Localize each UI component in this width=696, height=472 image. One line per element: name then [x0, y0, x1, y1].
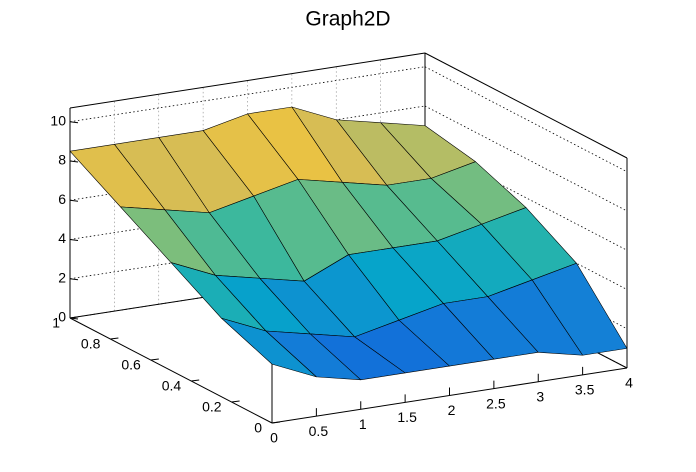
- y-tick: [110, 337, 119, 340]
- x-tick-label: 2: [448, 402, 456, 418]
- x-tick-label: 0.5: [309, 423, 329, 439]
- x-tick-label: 4: [625, 375, 633, 391]
- box-edge: [424, 52, 628, 159]
- y-tick-label: 0.2: [202, 399, 222, 415]
- box-edge: [69, 52, 426, 109]
- y-tick-label: 1: [52, 315, 60, 331]
- z-tick-label: 10: [50, 112, 66, 128]
- box-edge: [69, 317, 273, 424]
- surface-cell: [221, 317, 317, 378]
- y-tick-label: 0: [254, 420, 262, 436]
- x-tick-label: 2.5: [486, 395, 506, 411]
- z-tick-label: 6: [58, 191, 66, 207]
- y-tick: [231, 400, 240, 403]
- x-tick-label: 1.5: [397, 409, 417, 425]
- z-tick-label: 8: [58, 152, 66, 168]
- z-tick-label: 2: [58, 269, 66, 285]
- y-tick-label: 0.8: [81, 336, 101, 352]
- y-tick-label: 0.4: [162, 378, 182, 394]
- y-tick: [271, 421, 281, 424]
- z-tick: [69, 317, 79, 320]
- z-tick: [69, 199, 79, 202]
- y-tick-label: 0.6: [121, 357, 141, 373]
- z-tick-label: 4: [58, 230, 66, 246]
- z-tick: [69, 278, 79, 281]
- y-tick: [191, 379, 200, 382]
- z-tick: [69, 121, 79, 124]
- x-tick-label: 1: [359, 416, 367, 432]
- z-tick: [69, 238, 79, 241]
- z-tick: [69, 160, 79, 163]
- z-tick-label: 0: [58, 309, 66, 325]
- y-tick: [150, 358, 159, 361]
- x-tick-label: 3: [536, 388, 544, 404]
- x-tick-label: 3.5: [575, 382, 595, 398]
- chart-title: Graph2D: [305, 8, 390, 31]
- x-tick-label: 0: [270, 430, 278, 446]
